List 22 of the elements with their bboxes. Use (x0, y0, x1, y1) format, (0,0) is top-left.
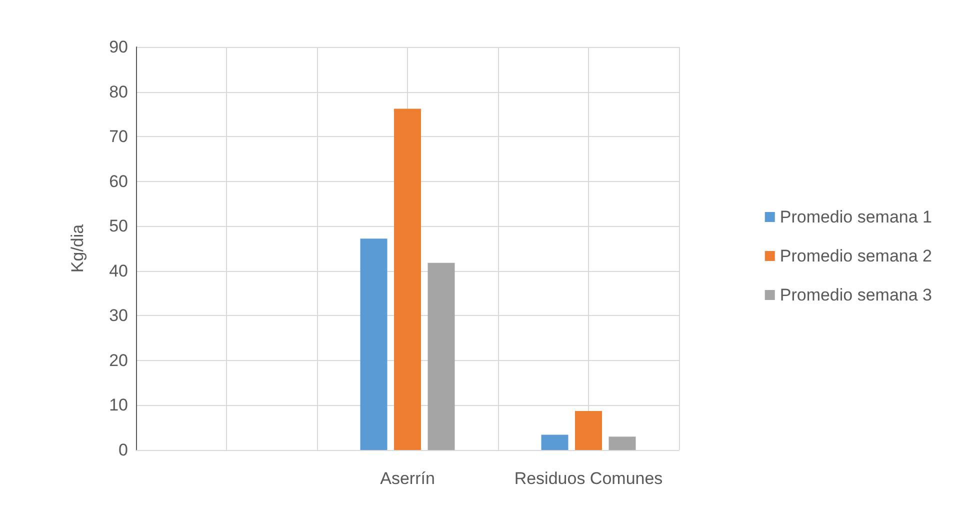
y-tick-label: 70 (109, 127, 128, 146)
x-tick-label: Residuos Comunes (514, 469, 663, 488)
legend-label: Promedio semana 1 (780, 208, 932, 226)
y-tick-label: 90 (109, 38, 128, 56)
x-tick-label: Aserrín (380, 469, 435, 488)
y-axis-title: Kg/dia (68, 224, 87, 273)
bar (360, 238, 388, 450)
y-tick-label: 40 (109, 261, 128, 280)
bar (608, 436, 636, 450)
bar (394, 108, 421, 450)
y-tick-label: 20 (109, 350, 128, 370)
y-tick-label: 50 (109, 216, 128, 236)
y-tick-label: 10 (109, 396, 128, 415)
bar (541, 434, 568, 450)
y-tick-label: 30 (109, 306, 128, 326)
bar (428, 262, 455, 450)
bar (575, 411, 602, 450)
legend-label: Promedio semana 3 (780, 286, 932, 304)
y-tick-label: 80 (109, 82, 128, 102)
legend-label: Promedio semana 2 (780, 246, 932, 266)
y-tick-label: 0 (118, 440, 128, 460)
y-tick-label: 60 (109, 172, 128, 191)
